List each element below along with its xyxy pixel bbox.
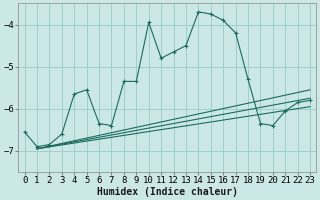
X-axis label: Humidex (Indice chaleur): Humidex (Indice chaleur) [97, 186, 238, 197]
